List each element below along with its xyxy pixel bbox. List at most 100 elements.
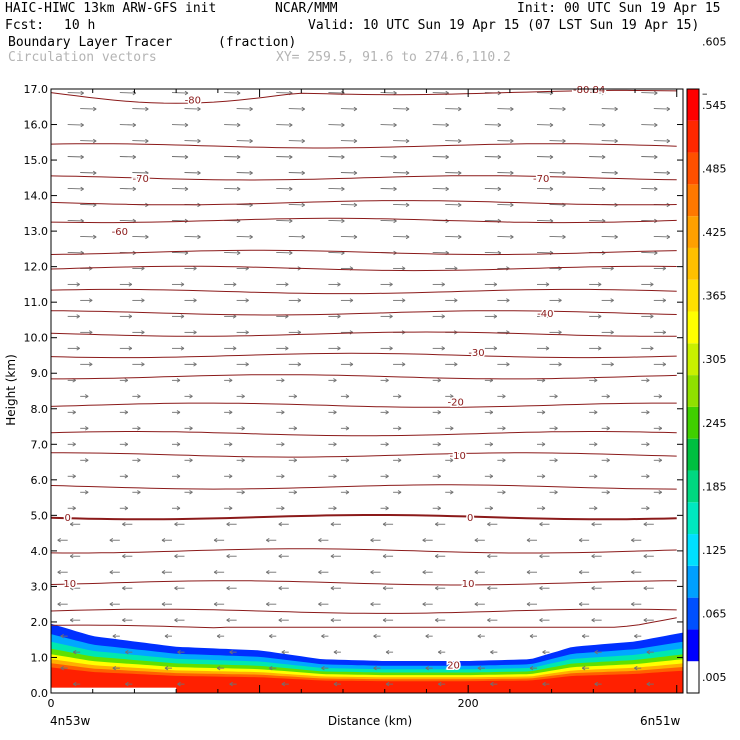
circulation-vector-head bbox=[330, 586, 335, 591]
circulation-vector-head bbox=[445, 186, 449, 192]
circulation-vector-head bbox=[541, 474, 546, 479]
contour-label: -40 bbox=[537, 309, 553, 320]
circulation-vector-head bbox=[493, 314, 498, 319]
circulation-vector-head bbox=[278, 617, 283, 623]
circulation-vector-head bbox=[289, 250, 293, 256]
y-axis-title: Height (km) bbox=[4, 354, 18, 425]
circulation-vector bbox=[536, 92, 554, 94]
circulation-vector-head bbox=[449, 394, 454, 399]
circulation-vector-head bbox=[174, 617, 178, 623]
colorbar-swatch bbox=[687, 661, 699, 693]
circulation-vector bbox=[497, 235, 514, 238]
circulation-vector-head bbox=[57, 538, 61, 543]
circulation-vector-head bbox=[333, 506, 337, 511]
circulation-vector bbox=[484, 188, 501, 190]
circulation-vector bbox=[393, 140, 410, 142]
circulation-vector bbox=[497, 140, 514, 142]
circulation-vector-head bbox=[213, 601, 218, 607]
circulation-vector-head bbox=[184, 122, 189, 128]
circulation-vector-head bbox=[301, 138, 306, 144]
cross-section-endpoints: XY= 259.5, 91.6 to 274.6,110.2 bbox=[276, 50, 511, 65]
circulation-vector-head bbox=[333, 649, 338, 655]
circulation-vector bbox=[380, 92, 397, 94]
temperature-contour bbox=[50, 331, 677, 337]
circulation-vector-head bbox=[226, 586, 230, 591]
y-tick-label: 10.0 bbox=[24, 332, 49, 345]
circulation-vector-head bbox=[606, 490, 610, 495]
circulation-vector-head bbox=[174, 586, 178, 591]
circulation-vector-head bbox=[437, 410, 441, 415]
circulation-vector-head bbox=[128, 346, 133, 351]
x-axis-title: Distance (km) bbox=[328, 714, 412, 728]
circulation-vector-head bbox=[601, 90, 606, 96]
circulation-vector-head bbox=[122, 522, 126, 527]
circulation-vector bbox=[589, 156, 606, 158]
circulation-vector-head bbox=[441, 314, 445, 319]
circulation-vector bbox=[288, 204, 305, 206]
circulation-vector-head bbox=[345, 458, 350, 463]
circulation-vector bbox=[549, 235, 566, 238]
circulation-vector-head bbox=[445, 122, 449, 128]
circulation-vector-head bbox=[349, 298, 354, 303]
circulation-vector-head bbox=[197, 234, 201, 240]
circulation-vector-head bbox=[69, 586, 74, 591]
circulation-vector-head bbox=[177, 649, 181, 655]
circulation-vector bbox=[276, 251, 293, 254]
circulation-vector-head bbox=[226, 522, 230, 527]
circulation-vector-head bbox=[437, 378, 441, 383]
circulation-vector-head bbox=[654, 186, 658, 192]
circulation-vector bbox=[119, 124, 136, 126]
circulation-vector-head bbox=[510, 106, 514, 112]
circulation-vector-head bbox=[193, 298, 197, 303]
temperature-contour bbox=[50, 431, 677, 437]
circulation-vector-head bbox=[646, 410, 650, 415]
terrain bbox=[51, 687, 177, 693]
circulation-vector-head bbox=[278, 554, 283, 559]
circulation-vector-head bbox=[112, 665, 117, 671]
circulation-vector-head bbox=[241, 458, 245, 463]
circulation-vector-head bbox=[80, 186, 84, 192]
temperature-contour bbox=[50, 580, 677, 586]
circulation-vector bbox=[340, 172, 357, 174]
circulation-vector bbox=[484, 220, 501, 222]
circulation-vector-head bbox=[228, 410, 233, 415]
circulation-vector-head bbox=[554, 490, 558, 495]
circulation-vector-head bbox=[249, 170, 253, 176]
colorbar-swatch bbox=[687, 597, 699, 630]
circulation-vector-head bbox=[373, 633, 377, 639]
circulation-vector-head bbox=[457, 138, 462, 144]
circulation-vector-head bbox=[610, 330, 614, 335]
valid-time-label: Valid: 10 UTC Sun 19 Apr 15 (07 LST Sun … bbox=[308, 18, 700, 33]
circulation-vector-head bbox=[132, 186, 137, 192]
circulation-vector-head bbox=[72, 649, 77, 655]
circulation-vector bbox=[536, 188, 554, 190]
forecast-hour-value: 10 h bbox=[64, 18, 96, 33]
circulation-vector-head bbox=[293, 490, 298, 495]
circulation-vector-head bbox=[397, 458, 402, 463]
circulation-vector bbox=[224, 124, 241, 126]
circulation-vector bbox=[641, 188, 658, 190]
circulation-vector-head bbox=[597, 282, 602, 287]
circulation-vector-head bbox=[76, 314, 80, 319]
circulation-vector-head bbox=[650, 282, 654, 287]
circulation-vector bbox=[288, 235, 305, 238]
circulation-vector-head bbox=[109, 538, 114, 543]
circulation-vector bbox=[276, 92, 293, 94]
colorbar-swatch bbox=[687, 375, 699, 407]
circulation-vector-head bbox=[145, 106, 149, 112]
circulation-vector-head bbox=[382, 522, 387, 527]
circulation-vector bbox=[549, 172, 566, 174]
circulation-vector-head bbox=[370, 538, 374, 543]
circulation-vector-head bbox=[658, 458, 663, 463]
circulation-vector-head bbox=[226, 617, 230, 623]
circulation-vector-head bbox=[249, 106, 253, 112]
circulation-vector-head bbox=[337, 314, 341, 319]
contour-label: -70 bbox=[533, 174, 549, 185]
colorbar-label: .245 bbox=[702, 417, 727, 430]
circulation-vector bbox=[432, 92, 449, 94]
circulation-vector-head bbox=[124, 506, 129, 511]
y-tick-label: 0.0 bbox=[31, 687, 49, 700]
circulation-vector-head bbox=[385, 442, 389, 447]
circulation-vector-head bbox=[591, 617, 595, 623]
circulation-vector-head bbox=[281, 681, 286, 687]
